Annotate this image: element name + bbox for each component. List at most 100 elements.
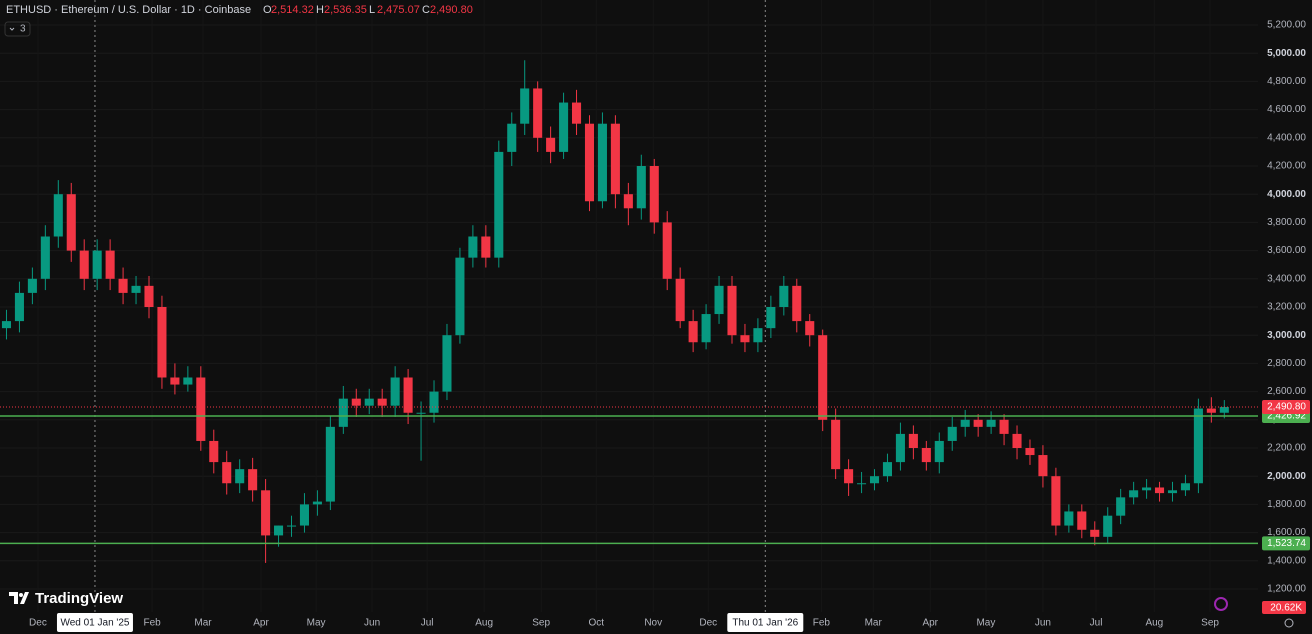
candle-body — [312, 501, 322, 505]
candle-body — [196, 377, 206, 441]
candle-body — [1129, 490, 1139, 498]
candle-body — [170, 377, 180, 385]
candle-body — [623, 194, 633, 209]
indicator-toggle[interactable] — [4, 21, 31, 37]
ohlc-key: C — [422, 4, 430, 16]
candle-body — [818, 335, 828, 420]
candle-body — [675, 278, 685, 322]
price-label: 2,490.80 — [1267, 402, 1306, 413]
y-tick-label: 2,000.00 — [1267, 471, 1306, 482]
x-tick-label: Apr — [922, 618, 938, 629]
candle-body — [377, 398, 387, 406]
candle-body — [429, 391, 439, 413]
candle-body — [53, 194, 63, 237]
y-tick-label: 5,000.00 — [1267, 48, 1306, 59]
candle-body — [157, 307, 167, 378]
x-tick-label: Feb — [143, 618, 161, 629]
candle-body — [571, 102, 582, 124]
price-label: 1,523.74 — [1267, 538, 1306, 549]
x-tick-label: Feb — [813, 618, 831, 629]
candle-body — [79, 250, 89, 279]
x-tick-label: Oct — [588, 618, 604, 629]
candle-body — [1025, 448, 1035, 456]
x-tick-label: Sep — [1201, 618, 1219, 629]
logo-icon — [9, 592, 29, 604]
y-tick-label: 4,800.00 — [1267, 76, 1306, 87]
x-tick-label: May — [307, 618, 326, 629]
candle-body — [1103, 515, 1113, 537]
candle-body — [1, 321, 12, 329]
chevron-icon — [9, 27, 15, 31]
time-highlight — [56, 613, 133, 632]
ohlc-key: H — [316, 4, 324, 16]
candle-body — [1090, 529, 1100, 537]
candle-body — [1193, 408, 1203, 484]
candle-body — [66, 194, 76, 251]
y-tick-label: 3,000.00 — [1267, 330, 1306, 341]
ohlc-key: O — [263, 4, 272, 16]
candle-body — [442, 335, 452, 392]
candle-body — [792, 285, 802, 322]
candle-body — [831, 419, 841, 470]
y-tick-label: 4,600.00 — [1267, 104, 1306, 115]
price-label-box — [1262, 536, 1310, 551]
candle-body — [1142, 487, 1152, 491]
candle-body — [844, 469, 854, 484]
candle-body — [1180, 483, 1190, 491]
candle-body — [183, 377, 193, 385]
y-tick-label: 4,200.00 — [1267, 161, 1306, 172]
candles — [1, 60, 1229, 563]
candle-body — [1155, 487, 1165, 494]
ohlc-header: O 2,514.32 H 2,536.35 L 2,475.07 C 2,490.80 — [263, 4, 473, 16]
x-tick-label: Sep — [532, 618, 550, 629]
candle-body — [1206, 408, 1216, 413]
candle-body — [1064, 511, 1074, 526]
x-tick-label: Jul — [421, 618, 434, 629]
candle-body — [895, 433, 905, 463]
ohlc-key: L — [369, 4, 375, 16]
candle-body — [973, 419, 983, 427]
time-axis — [0, 612, 1312, 634]
candle-body — [805, 321, 815, 336]
candle-body — [131, 285, 141, 293]
candle-body — [947, 426, 957, 441]
candle-body — [351, 398, 361, 406]
candle-body — [882, 462, 893, 477]
x-tick-label: Aug — [475, 618, 493, 629]
x-tick-label: May — [976, 618, 995, 629]
price-label: 2,426.92 — [1267, 411, 1306, 422]
candle-body — [701, 314, 711, 343]
candle-body — [1077, 511, 1087, 530]
candle-body — [779, 285, 789, 307]
candle-body — [857, 483, 867, 485]
y-tick-label: 1,600.00 — [1267, 527, 1306, 538]
candle-body — [636, 166, 646, 209]
y-tick-label: 1,200.00 — [1267, 584, 1306, 595]
price-lines — [0, 406, 1258, 545]
candle-body — [144, 285, 154, 307]
candle-body — [222, 462, 232, 484]
candle-body — [766, 307, 776, 329]
event-icon[interactable] — [1214, 597, 1228, 611]
x-tick-label: Mar — [194, 618, 212, 629]
x-tick-label: Jul — [1090, 618, 1103, 629]
x-tick-label: Apr — [253, 618, 269, 629]
settings-icon[interactable] — [1284, 618, 1294, 628]
candle-body — [286, 525, 297, 527]
candle-body — [481, 236, 491, 258]
candle-body — [403, 377, 413, 413]
y-tick-label: 1,800.00 — [1267, 499, 1306, 510]
candle-body — [1038, 455, 1048, 477]
y-tick-label: 1,400.00 — [1267, 555, 1306, 566]
price-label-box — [1262, 399, 1310, 414]
candle-body — [1012, 433, 1022, 448]
x-tick-label: Jun — [364, 618, 380, 629]
candle-body — [727, 285, 737, 336]
candle-body — [40, 236, 50, 279]
candle-body — [584, 123, 595, 202]
candle-body — [649, 166, 659, 223]
candle-body — [740, 335, 750, 343]
y-tick-label: 3,400.00 — [1267, 273, 1306, 284]
